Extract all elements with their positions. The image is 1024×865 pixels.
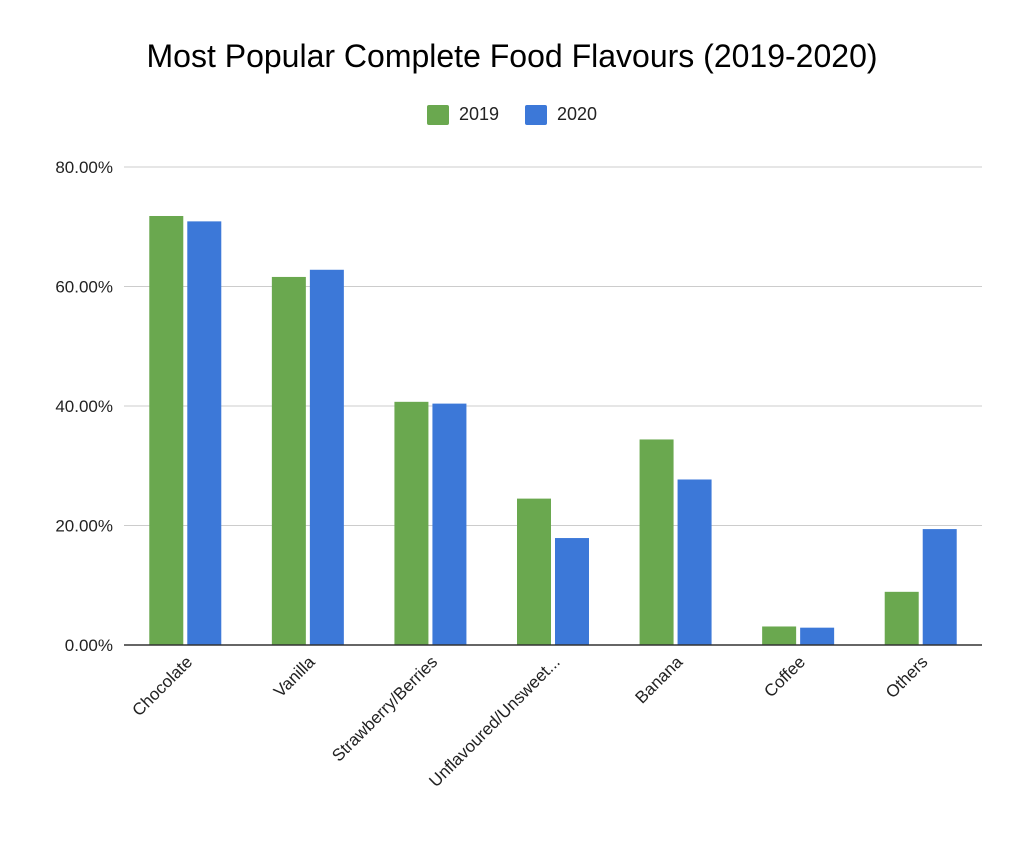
x-tick-label: Chocolate [129, 652, 197, 720]
y-tick-label: 60.00% [55, 278, 113, 297]
x-tick-label: Coffee [760, 652, 809, 701]
y-tick-label: 80.00% [55, 158, 113, 177]
bar-2019-3 [517, 498, 551, 645]
bar-2019-0 [149, 215, 184, 645]
bar-2019-4 [639, 439, 674, 645]
bars [149, 215, 957, 645]
y-tick-label: 20.00% [55, 517, 113, 536]
y-tick-label: 0.00% [65, 636, 113, 655]
x-tick-label: Vanilla [270, 652, 319, 701]
legend-label-2019: 2019 [458, 104, 499, 124]
legend-item-2019: 2019 [426, 104, 499, 125]
x-tick-label: Strawberry/Berries [328, 652, 441, 765]
legend: 2019 2020 [0, 104, 1024, 125]
legend-label-2020: 2020 [557, 104, 598, 124]
bar-2019-1 [271, 276, 306, 645]
x-tick-label: Unflavoured/Unsweet... [425, 652, 563, 790]
bar-2020-4 [677, 479, 712, 645]
x-tick-label: Others [882, 652, 932, 702]
bar-2020-3 [555, 538, 589, 645]
legend-swatch-2020 [525, 104, 547, 125]
bar-2020-1 [309, 269, 344, 645]
bar-2020-2 [432, 403, 467, 645]
chart-title: Most Popular Complete Food Flavours (201… [146, 38, 878, 74]
bar-2020-0 [187, 221, 222, 645]
y-axis-ticks: 0.00% 20.00% 40.00% 60.00% 80.00% [55, 158, 113, 655]
bar-2019-2 [394, 401, 429, 645]
x-axis-ticks: Chocolate Vanilla Strawberry/BerriesUnflav… [129, 652, 932, 791]
legend-item-2020: 2020 [525, 104, 597, 125]
bar-2020-5 [800, 627, 835, 645]
gridlines [124, 166, 982, 526]
bar-2020-6 [922, 529, 957, 645]
legend-swatch-2019 [426, 104, 449, 125]
bar-2019-5 [762, 626, 797, 645]
x-tick-label: Banana [632, 652, 687, 707]
bar-2019-6 [884, 591, 919, 645]
y-tick-label: 40.00% [55, 397, 113, 416]
